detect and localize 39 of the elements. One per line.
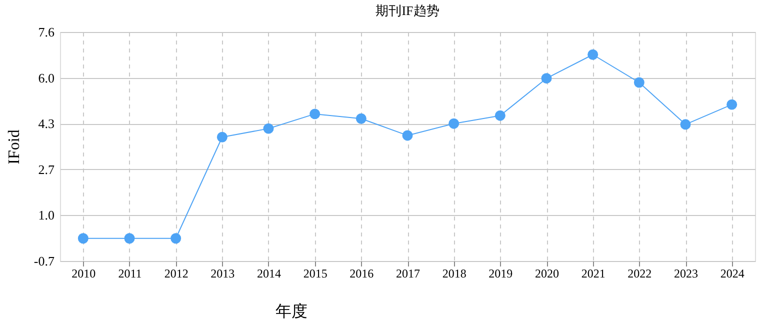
chart-title: 期刊IF趋势 <box>376 3 440 18</box>
point <box>726 99 738 110</box>
point <box>541 73 552 84</box>
x-tick-label: 2015 <box>303 266 328 280</box>
x-tick-label: 2010 <box>72 266 96 280</box>
point <box>263 123 274 134</box>
y-tick-label: 6.0 <box>38 70 54 86</box>
point <box>680 119 691 130</box>
x-tick-label: 2013 <box>210 266 235 280</box>
x-axis-title: 年度 <box>276 302 308 320</box>
point <box>170 233 182 244</box>
point <box>588 49 598 60</box>
x-tick-label: 2023 <box>674 266 698 280</box>
point <box>634 77 644 88</box>
x-tick-label: 2014 <box>257 266 281 280</box>
x-tick-label: 2011 <box>118 266 142 280</box>
point <box>216 132 228 142</box>
x-tick-label: 2022 <box>628 266 652 280</box>
point <box>78 233 88 244</box>
y-tick-label: 4.3 <box>38 116 54 132</box>
point <box>448 118 460 129</box>
x-tick-label: 2018 <box>442 266 466 280</box>
x-tick-label: 2019 <box>488 266 513 280</box>
y-tick-label: -0.7 <box>34 254 55 268</box>
y-tick-label: 2.7 <box>38 162 55 177</box>
y-axis-title: IFoid <box>6 130 23 164</box>
x-tick-label: 2020 <box>535 266 559 280</box>
x-tick-label: 2017 <box>396 266 420 280</box>
x-tick-label: 2012 <box>164 266 188 280</box>
point <box>494 110 506 121</box>
point <box>124 233 135 244</box>
x-tick-label: 2016 <box>350 266 374 280</box>
x-tick-label: 2024 <box>720 266 744 280</box>
point <box>310 108 320 120</box>
point <box>402 130 413 141</box>
y-tick-label: 1.0 <box>38 208 54 223</box>
y-tick-label: 7.6 <box>38 24 55 40</box>
point <box>356 113 366 124</box>
x-tick-label: 2021 <box>581 266 606 280</box>
